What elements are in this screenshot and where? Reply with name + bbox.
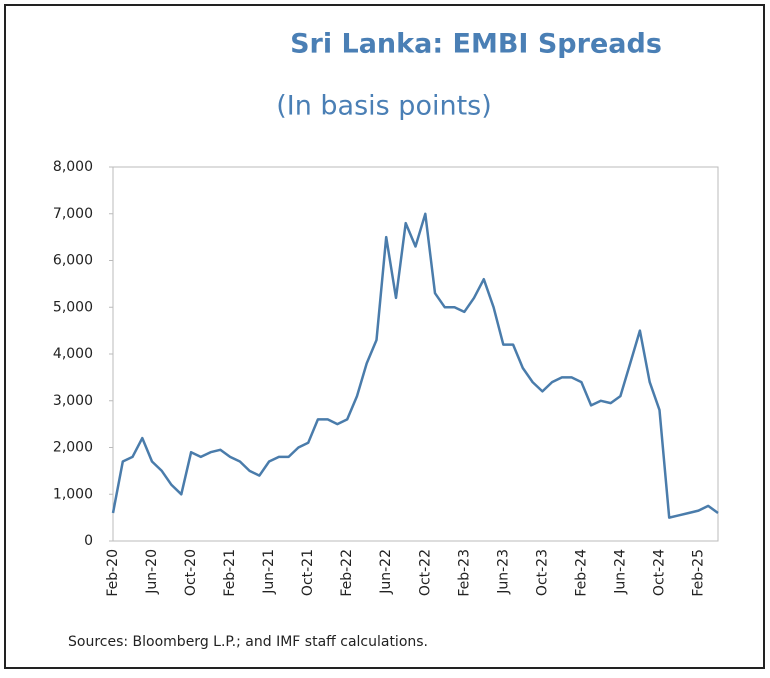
- x-tick-label: Jun-20: [144, 549, 160, 595]
- x-tick-label: Feb-22: [339, 549, 355, 597]
- x-tick-label: Feb-23: [456, 549, 472, 597]
- x-tick-label: Jun-21: [261, 549, 277, 595]
- y-tick-label: 5,000: [53, 299, 93, 315]
- x-tick-label: Feb-21: [222, 549, 238, 597]
- x-tick-label: Jun-24: [612, 549, 628, 595]
- x-tick-label: Oct-24: [651, 549, 667, 596]
- x-tick-label: Feb-24: [573, 549, 589, 597]
- x-tick-label: Jun-22: [378, 549, 394, 595]
- y-tick-label: 6,000: [53, 253, 93, 269]
- x-tick-label: Feb-25: [690, 549, 706, 597]
- chart-title: Sri Lanka: EMBI Spreads: [290, 29, 662, 60]
- x-tick-label: Oct-21: [300, 549, 316, 596]
- x-tick-label: Oct-22: [417, 549, 433, 596]
- chart-subtitle: (In basis points): [276, 91, 492, 122]
- x-tick-label: Jun-23: [495, 549, 511, 595]
- y-tick-label: 3,000: [53, 393, 93, 409]
- x-tick-label: Oct-23: [534, 549, 550, 596]
- source-note: Sources: Bloomberg L.P.; and IMF staff c…: [68, 634, 428, 650]
- x-tick-label: Oct-20: [183, 549, 199, 596]
- x-tick-label: Feb-20: [105, 549, 121, 597]
- y-tick-label: 1,000: [53, 486, 93, 502]
- y-tick-label: 4,000: [53, 346, 93, 362]
- y-tick-label: 8,000: [53, 159, 93, 175]
- data-line: [111, 212, 719, 519]
- y-tick-label: 0: [84, 533, 93, 549]
- y-tick-label: 7,000: [53, 206, 93, 222]
- y-tick-label: 2,000: [53, 440, 93, 456]
